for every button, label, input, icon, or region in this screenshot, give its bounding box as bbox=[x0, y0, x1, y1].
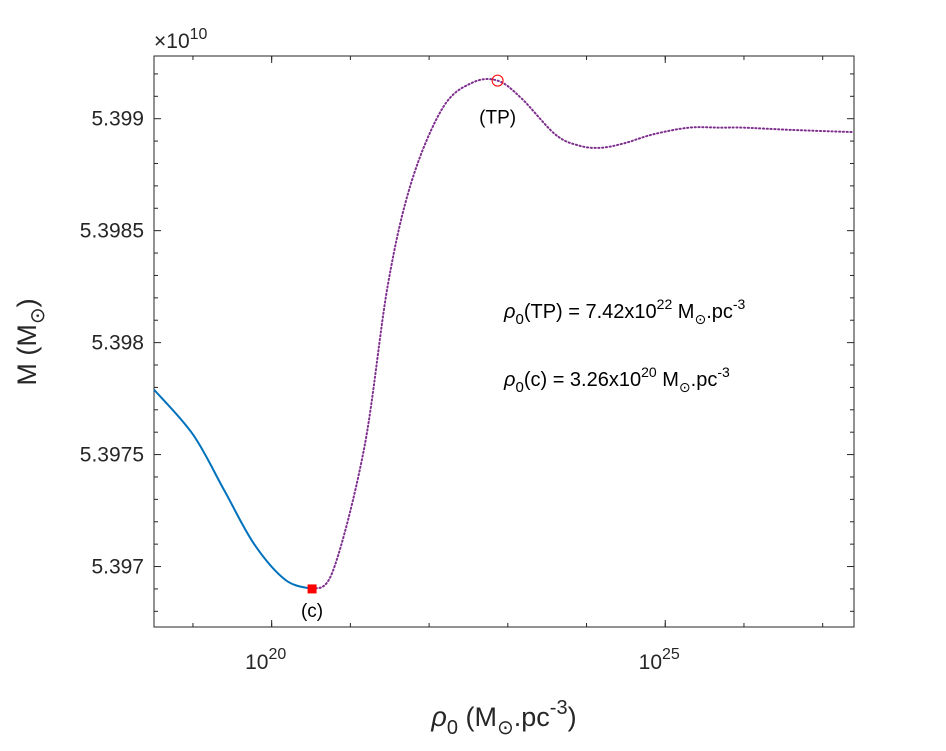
y-tick-label: 5.398 bbox=[91, 332, 144, 355]
annotation-c: ρ0(c) = 3.26x1020 M⊙.pc-3 bbox=[503, 364, 730, 396]
series-line-dotted bbox=[311, 78, 855, 590]
x-axis-label: ρ0 (M⊙.pc-3) bbox=[430, 697, 576, 739]
x-tick-label: 1020 bbox=[245, 646, 286, 674]
y-axis-label: M (M⊙) bbox=[12, 298, 49, 385]
y-multiplier: ×1010 bbox=[154, 26, 208, 53]
marker-turning-point bbox=[491, 74, 504, 87]
annotation-tp: ρ0(TP) = 7.42x1022 M⊙.pc-3 bbox=[503, 296, 746, 328]
marker-label-turning-point: (TP) bbox=[479, 108, 516, 129]
y-tick-label: 5.3985 bbox=[80, 220, 144, 243]
marker-label-critical: (c) bbox=[301, 601, 323, 622]
y-tick-label: 5.397 bbox=[91, 556, 144, 579]
plot-area bbox=[153, 55, 855, 628]
y-tick-label: 5.3975 bbox=[80, 444, 144, 467]
series-layer bbox=[153, 78, 855, 590]
y-tick-label: 5.399 bbox=[91, 108, 144, 131]
marker-layer: (c) (TP) bbox=[301, 74, 516, 622]
marker-critical bbox=[307, 584, 317, 594]
series-line-solid bbox=[153, 388, 313, 590]
x-tick-label: 1025 bbox=[639, 646, 680, 674]
axis-ticks: 5.397 5.3975 5.398 5.3985 5.399 1020 1025 bbox=[80, 56, 854, 674]
